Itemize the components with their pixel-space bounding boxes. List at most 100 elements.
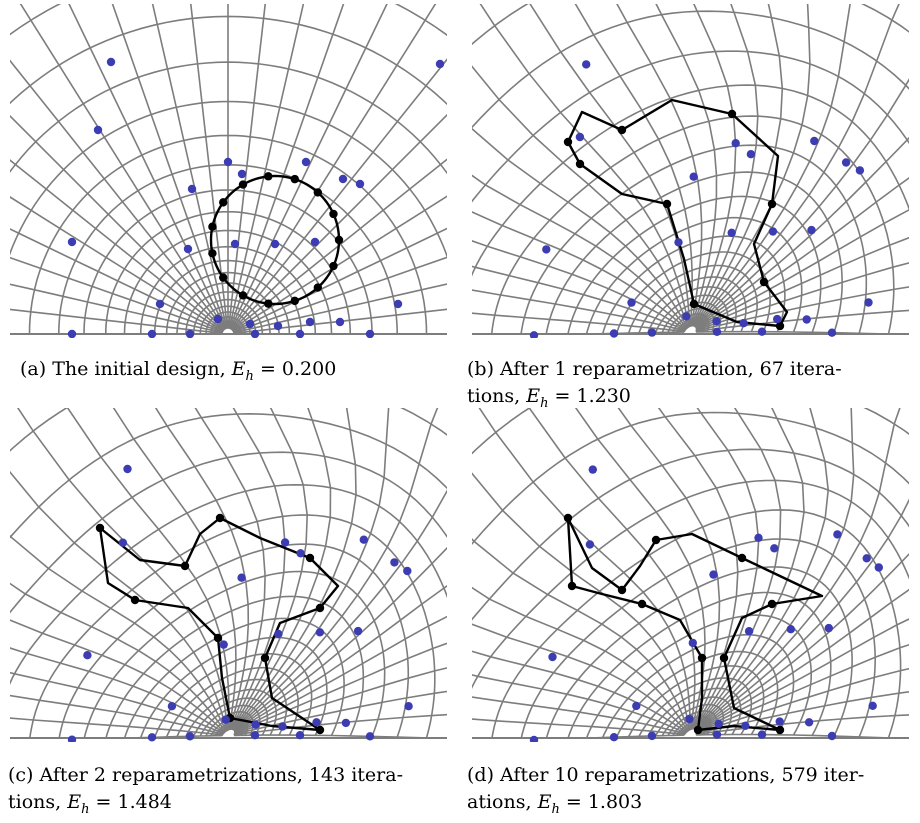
- caption-a-text: (a) The initial design,: [20, 358, 226, 380]
- mesh-point: [862, 554, 871, 563]
- mesh-line: [234, 713, 447, 736]
- boundary-point: [575, 159, 585, 169]
- mesh-line: [234, 690, 447, 735]
- mesh-line: [691, 4, 737, 326]
- mesh-point: [341, 718, 351, 728]
- mesh-line: [10, 283, 223, 334]
- boundary-point: [208, 249, 217, 258]
- mesh-point: [685, 714, 694, 724]
- mesh-point: [741, 721, 750, 730]
- mesh-point: [67, 237, 77, 247]
- mesh-line: [472, 650, 687, 733]
- mesh-line: [233, 283, 447, 334]
- boundary-point: [662, 199, 672, 209]
- boundary-point: [238, 291, 248, 300]
- boundary-point: [567, 581, 577, 591]
- mesh-point: [250, 731, 260, 740]
- boundary-point: [693, 725, 703, 735]
- mesh-line: [616, 4, 703, 327]
- mesh-point: [827, 731, 837, 741]
- mesh-line: [232, 408, 357, 730]
- mesh-line: [655, 4, 718, 326]
- mesh-line: [472, 127, 689, 328]
- boundary-point: [315, 725, 325, 735]
- boundary-point: [315, 603, 325, 613]
- mesh-line: [231, 408, 309, 730]
- mesh-figure-c: [10, 408, 447, 742]
- mesh-point: [147, 329, 157, 338]
- mesh-line: [472, 289, 685, 332]
- mesh-point: [804, 718, 814, 727]
- mesh-point: [335, 317, 345, 327]
- mesh-line: [233, 489, 447, 732]
- boundary-point: [651, 535, 661, 545]
- caption-b: (b) After 1 reparametrization, 67 itera-…: [467, 356, 912, 417]
- mesh-line: [194, 408, 266, 730]
- mesh-line: [695, 408, 830, 730]
- mesh-line: [68, 4, 227, 329]
- boundary-point: [290, 296, 299, 306]
- mesh-point: [682, 312, 691, 321]
- mesh-point: [278, 722, 287, 731]
- mesh-point: [155, 299, 165, 309]
- mesh-point: [609, 329, 619, 338]
- mesh-line: [227, 4, 267, 329]
- mesh-point: [542, 245, 551, 254]
- mesh-point: [93, 125, 103, 135]
- boundary-point: [737, 553, 747, 563]
- caption-a: (a) The initial design, Eh = 0.200: [20, 356, 336, 390]
- boundary-point: [215, 513, 225, 523]
- mesh-point: [147, 733, 157, 742]
- mesh-point: [807, 225, 816, 235]
- mesh-point: [689, 172, 698, 181]
- mesh-point: [714, 719, 723, 728]
- caption-d-line2: ations, Eh = 1.803: [467, 791, 643, 817]
- caption-a-energy-symbol: Eh: [231, 358, 254, 384]
- mesh-point: [712, 327, 722, 336]
- mesh-point: [786, 625, 795, 634]
- mesh-point: [712, 730, 722, 739]
- mesh-point: [390, 558, 399, 567]
- boundary-point: [759, 277, 769, 287]
- mesh-line: [696, 588, 909, 732]
- mesh-point: [833, 530, 842, 539]
- mesh-point: [274, 629, 283, 639]
- mesh-point: [315, 628, 325, 637]
- boundary-point: [719, 653, 729, 663]
- mesh-line: [472, 718, 685, 736]
- mesh-line: [694, 408, 805, 730]
- mesh-line: [10, 159, 224, 331]
- panel-b-mesh-plot: [472, 4, 909, 338]
- boundary-point: [697, 653, 707, 663]
- mesh-figure-d: [472, 408, 909, 742]
- mesh-point: [223, 157, 233, 167]
- mesh-line: [696, 691, 909, 735]
- mesh-point: [123, 464, 132, 474]
- mesh-point: [874, 563, 883, 572]
- mesh-line: [696, 733, 909, 739]
- mesh-point: [237, 573, 246, 582]
- design-boundary-curve: [566, 516, 824, 732]
- mesh-line: [10, 308, 223, 335]
- mesh-line: [472, 586, 689, 732]
- mesh-figure-a: [10, 4, 447, 338]
- mesh-line: [10, 647, 225, 734]
- mesh-line: [233, 408, 439, 731]
- mesh-point: [67, 329, 77, 338]
- mesh-line: [232, 158, 447, 331]
- boundary-point: [208, 222, 217, 231]
- mesh-line: [10, 671, 224, 735]
- mesh-point: [582, 60, 591, 69]
- mesh-point: [775, 717, 784, 726]
- caption-b-line1: (b) After 1 reparametrization, 67 itera-: [467, 358, 842, 380]
- boundary-point: [767, 199, 777, 209]
- mesh-line: [696, 552, 909, 732]
- mesh-point: [585, 540, 595, 549]
- boundary-point: [313, 283, 323, 292]
- boundary-point: [238, 180, 248, 189]
- boundary-point: [767, 599, 777, 609]
- mesh-line: [234, 585, 447, 733]
- mesh-line: [617, 408, 721, 729]
- boundary-point: [563, 513, 573, 523]
- caption-d: (d) After 10 reparametrizations, 579 ite…: [467, 762, 912, 823]
